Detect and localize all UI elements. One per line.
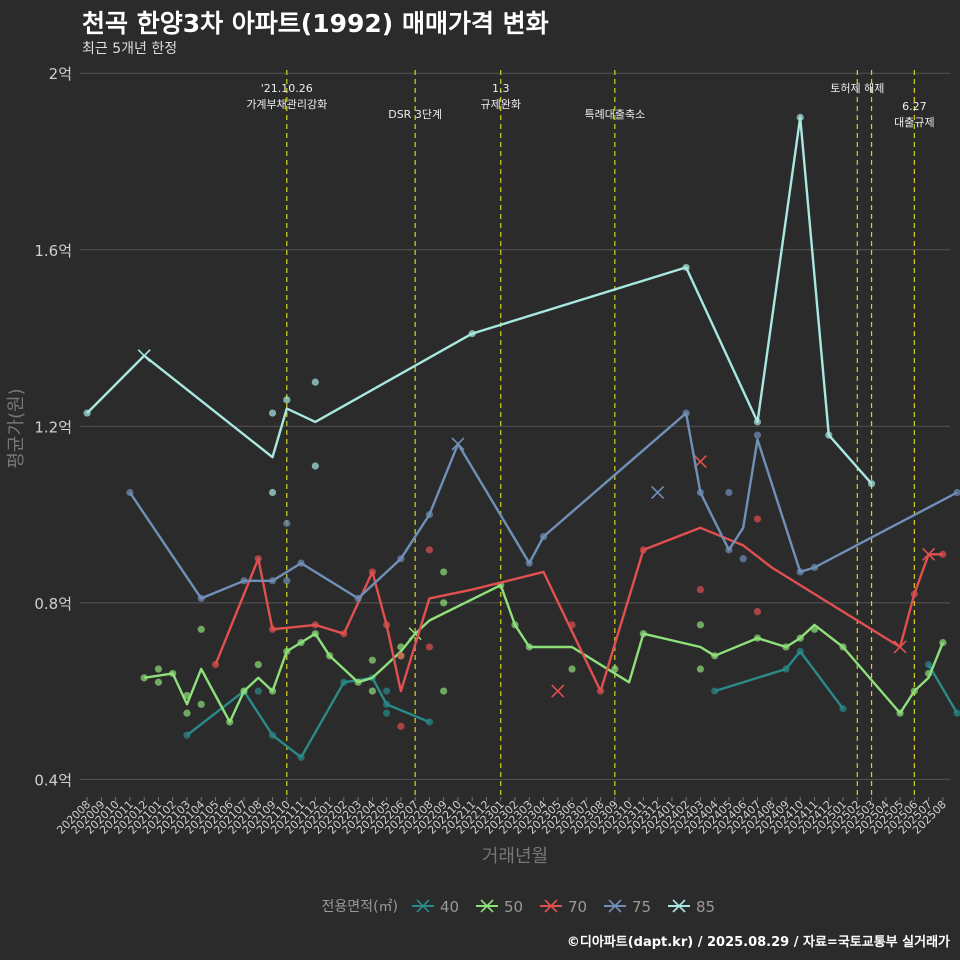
point-70 [397,652,405,660]
point-50 [140,674,148,682]
series-line-40 [927,663,959,714]
chart-subtitle: 최근 5개년 한정 [82,41,178,57]
point-50 [254,661,262,669]
point-85 [268,488,277,497]
point-50 [368,687,376,695]
point-50 [154,678,163,686]
series-line-70 [214,526,943,693]
point-85 [268,409,277,417]
event-label: DSR 3단계 [388,108,442,121]
event-label: 규제완화 [480,98,520,111]
y-axis-label: 평균가(원) [6,388,27,468]
point-85 [283,396,291,404]
event-label: 토허제 해제 [830,81,884,95]
series-line-40 [186,676,430,759]
point-50 [183,709,191,717]
legend-title: 전용면적(㎡) [322,899,398,915]
legend-label: 85 [696,898,715,916]
legend-swatch-cross [480,899,494,913]
point-50 [368,656,376,664]
legend-swatch-cross [416,899,430,913]
cross-marker-70 [551,684,565,698]
y-tick-label: 1.2억 [34,418,72,436]
event-label: 6.27 [902,100,927,113]
legend-label: 70 [568,898,587,916]
point-50 [611,665,619,673]
y-tick-label: 1.6억 [34,242,72,260]
point-40 [383,687,391,695]
point-75 [283,577,291,585]
legend: 전용면적(㎡) 40 50 70 75 85 [322,898,716,916]
point-40 [383,709,391,717]
point-50 [440,687,448,695]
grid [80,72,950,780]
point-50 [568,665,576,673]
point-50 [440,599,448,607]
series-layer [83,113,960,761]
y-tick-label: 0.4억 [34,771,72,789]
point-70 [397,722,405,730]
point-70 [753,515,762,523]
point-70 [753,608,762,616]
series-line-50 [144,584,945,724]
point-85 [311,378,319,386]
point-85 [311,462,319,470]
point-50 [440,568,448,576]
point-40 [254,687,262,695]
point-75 [753,431,762,439]
legend-label: 40 [440,898,459,916]
event-label: '21.10.26 [261,82,313,95]
legend-swatch-cross [608,899,622,913]
y-tick-label: 2억 [49,65,72,83]
point-70 [425,643,434,651]
point-75 [725,488,733,497]
point-50 [154,665,163,673]
point-50 [197,700,205,708]
point-70 [425,546,434,554]
legend-swatch-cross [672,899,686,913]
point-50 [696,621,705,629]
point-50 [696,665,705,673]
point-75 [283,519,291,527]
series-line-75 [128,411,958,600]
x-axis-label: 거래년월 [482,846,548,867]
event-label: 대출규제 [894,116,934,129]
cross-marker-75 [651,485,665,500]
cross-marker-75 [451,437,465,451]
event-label: 1.3 [492,82,510,95]
event-label: 가계부채관리강화 [246,98,327,111]
cross-marker-70 [922,547,936,561]
series-line-40 [714,650,844,710]
cross-marker-70 [893,640,907,654]
legend-label: 75 [632,898,651,916]
event-label: 특례대출축소 [584,108,645,121]
legend-label: 50 [504,898,523,916]
point-70 [696,585,705,594]
cross-marker-85 [137,349,151,363]
axes: 0.4억0.8억1.2억1.6억2억평균가(원)2020082020092020… [6,65,949,867]
series-line-85 [86,116,873,485]
point-75 [739,555,747,563]
point-40 [711,687,719,695]
y-tick-label: 0.8억 [34,595,72,613]
point-50 [197,625,205,633]
source-footer: ©디아파트(dapt.kr) / 2025.08.29 / 자료=국토교통부 실… [566,935,950,950]
chart-title: 천곡 한양3차 아파트(1992) 매매가격 변화 [82,9,549,38]
legend-swatch-cross [544,899,558,913]
